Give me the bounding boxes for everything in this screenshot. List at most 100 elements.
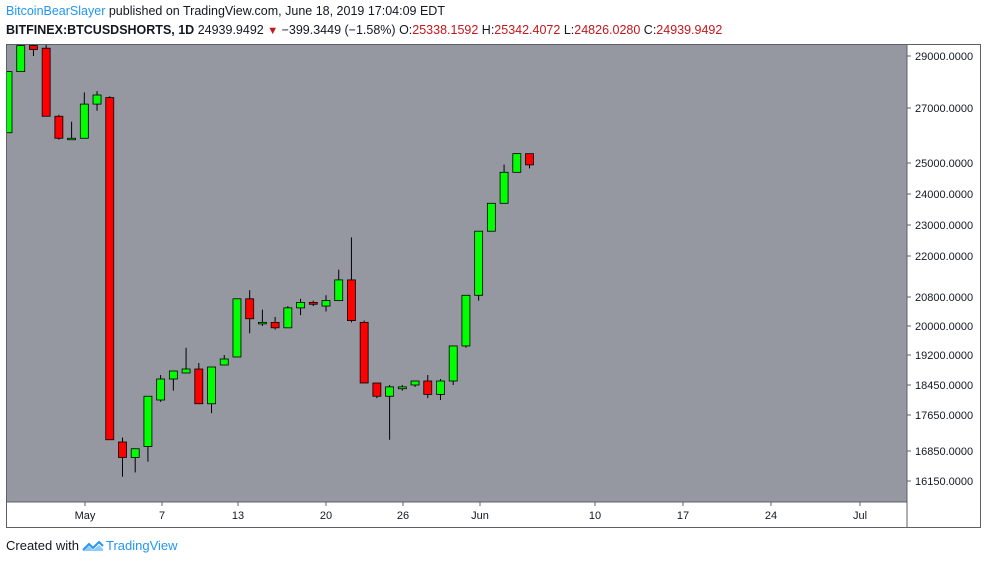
tradingview-brand[interactable]: TradingView: [105, 538, 178, 553]
published-text: published on TradingView.com, June 18, 2…: [108, 4, 445, 18]
tradingview-logo-icon: [82, 540, 104, 551]
candles-group: [7, 45, 534, 477]
price-axis[interactable]: [907, 45, 980, 527]
candle-body: [194, 368, 204, 405]
time-tick-label: May: [75, 510, 96, 522]
time-axis[interactable]: [7, 502, 907, 527]
candle-body: [130, 448, 140, 458]
low-label: L:: [563, 23, 575, 37]
candle-down[interactable]: [525, 153, 534, 169]
candle-up[interactable]: [410, 380, 420, 387]
candle-up[interactable]: [156, 375, 166, 402]
candle-down[interactable]: [270, 316, 280, 330]
candle-body: [499, 171, 509, 204]
author-link[interactable]: BitcoinBearSlayer: [6, 4, 106, 18]
candle-up[interactable]: [219, 355, 229, 366]
candle-down[interactable]: [29, 45, 38, 56]
candle-up[interactable]: [486, 202, 496, 232]
candle-up[interactable]: [499, 164, 509, 204]
candle-up[interactable]: [397, 385, 407, 391]
time-tick-label: Jul: [853, 510, 867, 522]
candle-body: [219, 358, 229, 366]
candle-body: [270, 321, 280, 329]
candle-body: [359, 321, 369, 384]
candle-down[interactable]: [245, 290, 255, 334]
candle-body: [156, 378, 166, 401]
candle-up[interactable]: [232, 298, 242, 358]
candle-down[interactable]: [41, 45, 51, 117]
candle-body: [7, 71, 13, 134]
open-value: 25338.1592: [412, 23, 479, 37]
price-tick-label: 24000.0000: [915, 189, 973, 201]
candle-up[interactable]: [283, 306, 293, 329]
candle-body: [512, 153, 522, 173]
price-tick-label: 17650.0000: [915, 410, 973, 422]
candle-up[interactable]: [16, 45, 26, 72]
candle-body: [232, 298, 242, 358]
candle-body: [67, 137, 76, 141]
candle-body: [474, 230, 484, 296]
price-tick-label: 19200.0000: [915, 350, 973, 362]
candle-body: [321, 300, 331, 307]
candle-body: [347, 279, 356, 321]
candle-down[interactable]: [347, 237, 356, 323]
candle-body: [525, 153, 534, 166]
time-ticks-group: May 7 13 20 26 Jun 10 17 24 Jul: [75, 502, 867, 522]
candle-down[interactable]: [105, 96, 115, 441]
candle-up[interactable]: [321, 295, 331, 312]
candle-up[interactable]: [181, 347, 191, 374]
candle-up[interactable]: [207, 366, 216, 414]
candle-up[interactable]: [67, 121, 76, 141]
candle-body: [105, 97, 115, 441]
candle-up[interactable]: [92, 91, 102, 111]
price-tick-label: 23000.0000: [915, 220, 973, 232]
candle-up[interactable]: [448, 345, 458, 385]
candle-body: [448, 345, 458, 382]
candlestick-chart[interactable]: 29000.0000 27000.0000 25000.0000 24000.0000…: [7, 45, 980, 527]
candle-up[interactable]: [257, 309, 267, 326]
candle-up[interactable]: [168, 370, 178, 391]
time-tick-label: 17: [677, 510, 689, 522]
high-label: H:: [481, 23, 495, 37]
candle-down[interactable]: [194, 363, 204, 405]
candle-down[interactable]: [423, 375, 433, 399]
candle-up[interactable]: [436, 379, 445, 400]
candle-down[interactable]: [359, 320, 369, 384]
candle-up[interactable]: [79, 92, 89, 139]
candle-body: [143, 395, 153, 447]
candle-down[interactable]: [54, 114, 64, 140]
candle-up[interactable]: [7, 71, 13, 134]
candle-up[interactable]: [512, 153, 522, 173]
candle-body: [410, 380, 420, 386]
candle-body: [79, 103, 89, 139]
candle-body: [16, 45, 26, 72]
candle-body: [397, 386, 407, 390]
down-arrow-icon: ▼: [267, 25, 279, 37]
candle-body: [92, 94, 102, 105]
open-label: O:: [399, 23, 413, 37]
symbol-info: BITFINEX:BTCUSDSHORTS, 1D 24939.9492 ▼ −…: [6, 23, 722, 37]
candle-down[interactable]: [118, 437, 127, 477]
candle-body: [385, 386, 395, 397]
high-value: 25342.4072: [494, 23, 561, 37]
candle-up[interactable]: [296, 298, 305, 316]
candle-up[interactable]: [143, 395, 153, 462]
created-with-text: Created with: [6, 538, 79, 553]
plot-area[interactable]: [7, 45, 907, 502]
time-tick-label: 24: [765, 510, 777, 522]
candle-up[interactable]: [130, 448, 140, 473]
candle-body: [372, 382, 382, 397]
price-change: −399.3449 (−1.58%): [281, 23, 396, 37]
candle-up[interactable]: [461, 294, 471, 348]
candle-up[interactable]: [474, 230, 484, 301]
price-tick-label: 20000.0000: [915, 321, 973, 333]
candle-down[interactable]: [308, 300, 318, 307]
price-tick-label: 27000.0000: [915, 103, 973, 115]
price-ticks-group: 29000.0000 27000.0000 25000.0000 24000.0000…: [907, 51, 973, 488]
candle-down[interactable]: [372, 382, 382, 399]
publish-info: BitcoinBearSlayer published on TradingVi…: [6, 4, 445, 18]
candle-up[interactable]: [385, 385, 395, 440]
candle-up[interactable]: [334, 269, 344, 302]
close-value: 24939.9492: [656, 23, 723, 37]
price-tick-label: 25000.0000: [915, 158, 973, 170]
